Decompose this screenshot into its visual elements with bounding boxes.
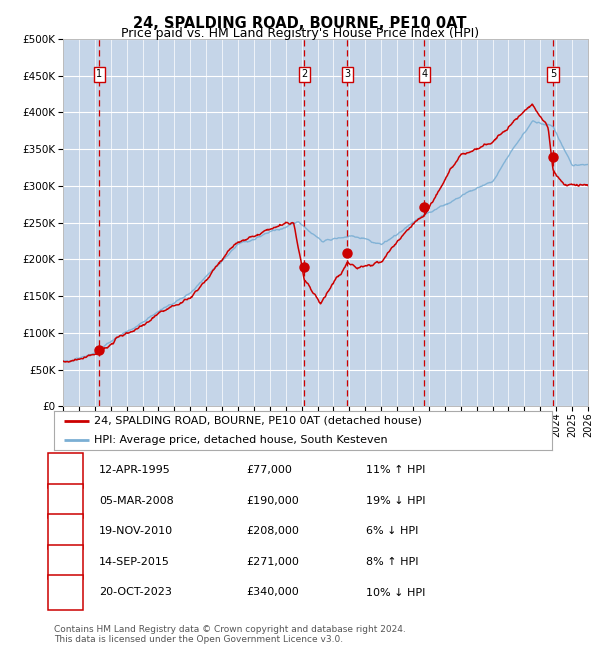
Text: 6% ↓ HPI: 6% ↓ HPI — [366, 526, 418, 536]
Text: 12-APR-1995: 12-APR-1995 — [99, 465, 171, 475]
Text: This data is licensed under the Open Government Licence v3.0.: This data is licensed under the Open Gov… — [54, 634, 343, 644]
Text: 1: 1 — [96, 70, 103, 79]
Text: £190,000: £190,000 — [246, 496, 299, 506]
Text: £340,000: £340,000 — [246, 588, 299, 597]
Text: 5: 5 — [550, 70, 556, 79]
Text: 4: 4 — [421, 70, 427, 79]
Text: 24, SPALDING ROAD, BOURNE, PE10 0AT: 24, SPALDING ROAD, BOURNE, PE10 0AT — [133, 16, 467, 31]
Text: £271,000: £271,000 — [246, 557, 299, 567]
Text: 1: 1 — [62, 465, 69, 475]
Text: 19-NOV-2010: 19-NOV-2010 — [99, 526, 173, 536]
Text: Price paid vs. HM Land Registry's House Price Index (HPI): Price paid vs. HM Land Registry's House … — [121, 27, 479, 40]
Text: 5: 5 — [62, 588, 69, 597]
Text: 11% ↑ HPI: 11% ↑ HPI — [366, 465, 425, 475]
Text: 2: 2 — [62, 496, 69, 506]
Text: £77,000: £77,000 — [246, 465, 292, 475]
Text: 10% ↓ HPI: 10% ↓ HPI — [366, 588, 425, 597]
Text: 2: 2 — [301, 70, 307, 79]
Text: 8% ↑ HPI: 8% ↑ HPI — [366, 557, 419, 567]
Text: 05-MAR-2008: 05-MAR-2008 — [99, 496, 174, 506]
Text: 20-OCT-2023: 20-OCT-2023 — [99, 588, 172, 597]
Text: HPI: Average price, detached house, South Kesteven: HPI: Average price, detached house, Sout… — [94, 435, 388, 445]
Text: 24, SPALDING ROAD, BOURNE, PE10 0AT (detached house): 24, SPALDING ROAD, BOURNE, PE10 0AT (det… — [94, 415, 422, 425]
Text: 4: 4 — [62, 557, 69, 567]
Text: 14-SEP-2015: 14-SEP-2015 — [99, 557, 170, 567]
Text: 19% ↓ HPI: 19% ↓ HPI — [366, 496, 425, 506]
Text: £208,000: £208,000 — [246, 526, 299, 536]
Text: 3: 3 — [62, 526, 69, 536]
Text: Contains HM Land Registry data © Crown copyright and database right 2024.: Contains HM Land Registry data © Crown c… — [54, 625, 406, 634]
Text: 3: 3 — [344, 70, 350, 79]
